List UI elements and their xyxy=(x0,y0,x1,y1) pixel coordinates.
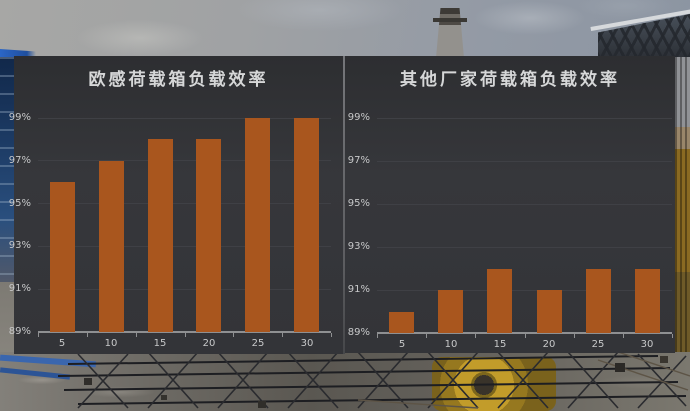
y-axis-label: 89% xyxy=(347,327,370,338)
x-axis-tick xyxy=(672,334,673,338)
x-axis-tick xyxy=(136,333,137,337)
gridline xyxy=(377,246,672,248)
bar xyxy=(245,118,270,332)
chart-title-other: 其他厂家荷载箱负载效率 xyxy=(400,70,620,90)
x-axis-label: 15 xyxy=(153,338,167,349)
y-axis-label: 99% xyxy=(347,112,370,123)
y-axis-label: 91% xyxy=(347,284,370,295)
gridline xyxy=(38,203,331,205)
bar xyxy=(635,268,660,333)
x-axis-label: 25 xyxy=(251,338,265,349)
bar xyxy=(586,268,611,333)
gridline xyxy=(38,288,331,290)
x-axis-label: 20 xyxy=(202,338,216,349)
x-axis-line xyxy=(377,332,672,334)
x-axis-tick xyxy=(87,333,88,337)
x-axis-label: 10 xyxy=(444,339,458,350)
x-axis-tick xyxy=(574,334,575,338)
chart-title-ougan: 欧感荷载箱负载效率 xyxy=(88,70,269,90)
x-axis-line xyxy=(38,331,331,333)
bar xyxy=(294,118,319,332)
panel-divider xyxy=(343,56,345,354)
x-axis-tick xyxy=(282,333,283,337)
bar xyxy=(537,290,562,333)
y-axis-label: 91% xyxy=(8,283,31,295)
y-axis-label: 99% xyxy=(8,112,31,123)
bar xyxy=(438,290,463,333)
x-axis-label: 15 xyxy=(493,339,507,350)
bar xyxy=(148,139,173,332)
x-axis-label: 30 xyxy=(300,338,314,349)
photo-debris xyxy=(0,0,4,3)
chart-panel-other: 其他厂家荷载箱负载效率 99% 97% 95% 93% 91% 89% 5 10 15 20 25 3… xyxy=(345,56,675,353)
x-axis-label: 25 xyxy=(591,339,605,350)
photo-chimney xyxy=(436,8,464,58)
y-axis-label: 97% xyxy=(8,154,31,166)
plot-area-ougan: 99% 97% 95% 93% 91% 89% 5 10 15 20 25 30 xyxy=(9,56,343,354)
bar xyxy=(50,182,75,332)
gridline xyxy=(38,160,331,162)
gridline xyxy=(377,160,672,162)
x-axis-tick xyxy=(185,333,186,337)
x-axis-tick xyxy=(377,334,378,338)
x-axis-label: 5 xyxy=(398,339,406,350)
gridline xyxy=(377,289,672,291)
x-axis-tick xyxy=(38,333,39,337)
gridline xyxy=(38,117,331,119)
photo-sky xyxy=(0,0,690,58)
x-axis-label: 30 xyxy=(640,339,654,350)
photo-blue-roof xyxy=(0,49,36,57)
y-axis-label: 93% xyxy=(347,241,370,252)
y-axis-label: 93% xyxy=(8,240,31,252)
bar xyxy=(196,139,221,332)
y-axis-label: 95% xyxy=(347,198,370,209)
x-axis-label: 20 xyxy=(542,339,556,350)
photo-rebar-cage xyxy=(58,351,690,409)
bar xyxy=(389,311,414,333)
x-axis-tick xyxy=(331,333,332,337)
x-axis-tick xyxy=(475,334,476,338)
gridline xyxy=(38,245,331,247)
y-axis-label: 89% xyxy=(8,326,31,337)
gridline xyxy=(377,117,672,119)
chart-panel-ougan: 欧感荷载箱负载效率 99% 97% 95% 93% 91% 89% 5 10 15 20 25 30 xyxy=(9,56,343,354)
photo-drill-rig-mast xyxy=(675,57,690,357)
photo-blue-building xyxy=(0,57,14,282)
bar xyxy=(487,268,512,333)
y-axis-label: 95% xyxy=(8,197,31,209)
x-axis-tick xyxy=(426,334,427,338)
photo-chimney-platform xyxy=(433,18,467,22)
plot-area-other: 99% 97% 95% 93% 91% 89% 5 10 15 20 25 30 xyxy=(345,56,675,353)
y-axis-label: 97% xyxy=(347,155,370,166)
bar xyxy=(99,160,124,332)
gridline xyxy=(377,203,672,205)
x-axis-label: 5 xyxy=(58,338,66,349)
x-axis-tick xyxy=(525,334,526,338)
x-axis-label: 10 xyxy=(104,338,118,349)
x-axis-tick xyxy=(623,334,624,338)
x-axis-tick xyxy=(233,333,234,337)
